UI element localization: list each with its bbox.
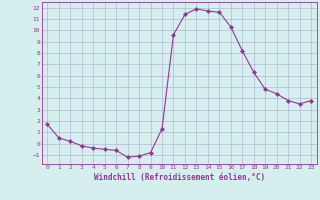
X-axis label: Windchill (Refroidissement éolien,°C): Windchill (Refroidissement éolien,°C): [94, 173, 265, 182]
